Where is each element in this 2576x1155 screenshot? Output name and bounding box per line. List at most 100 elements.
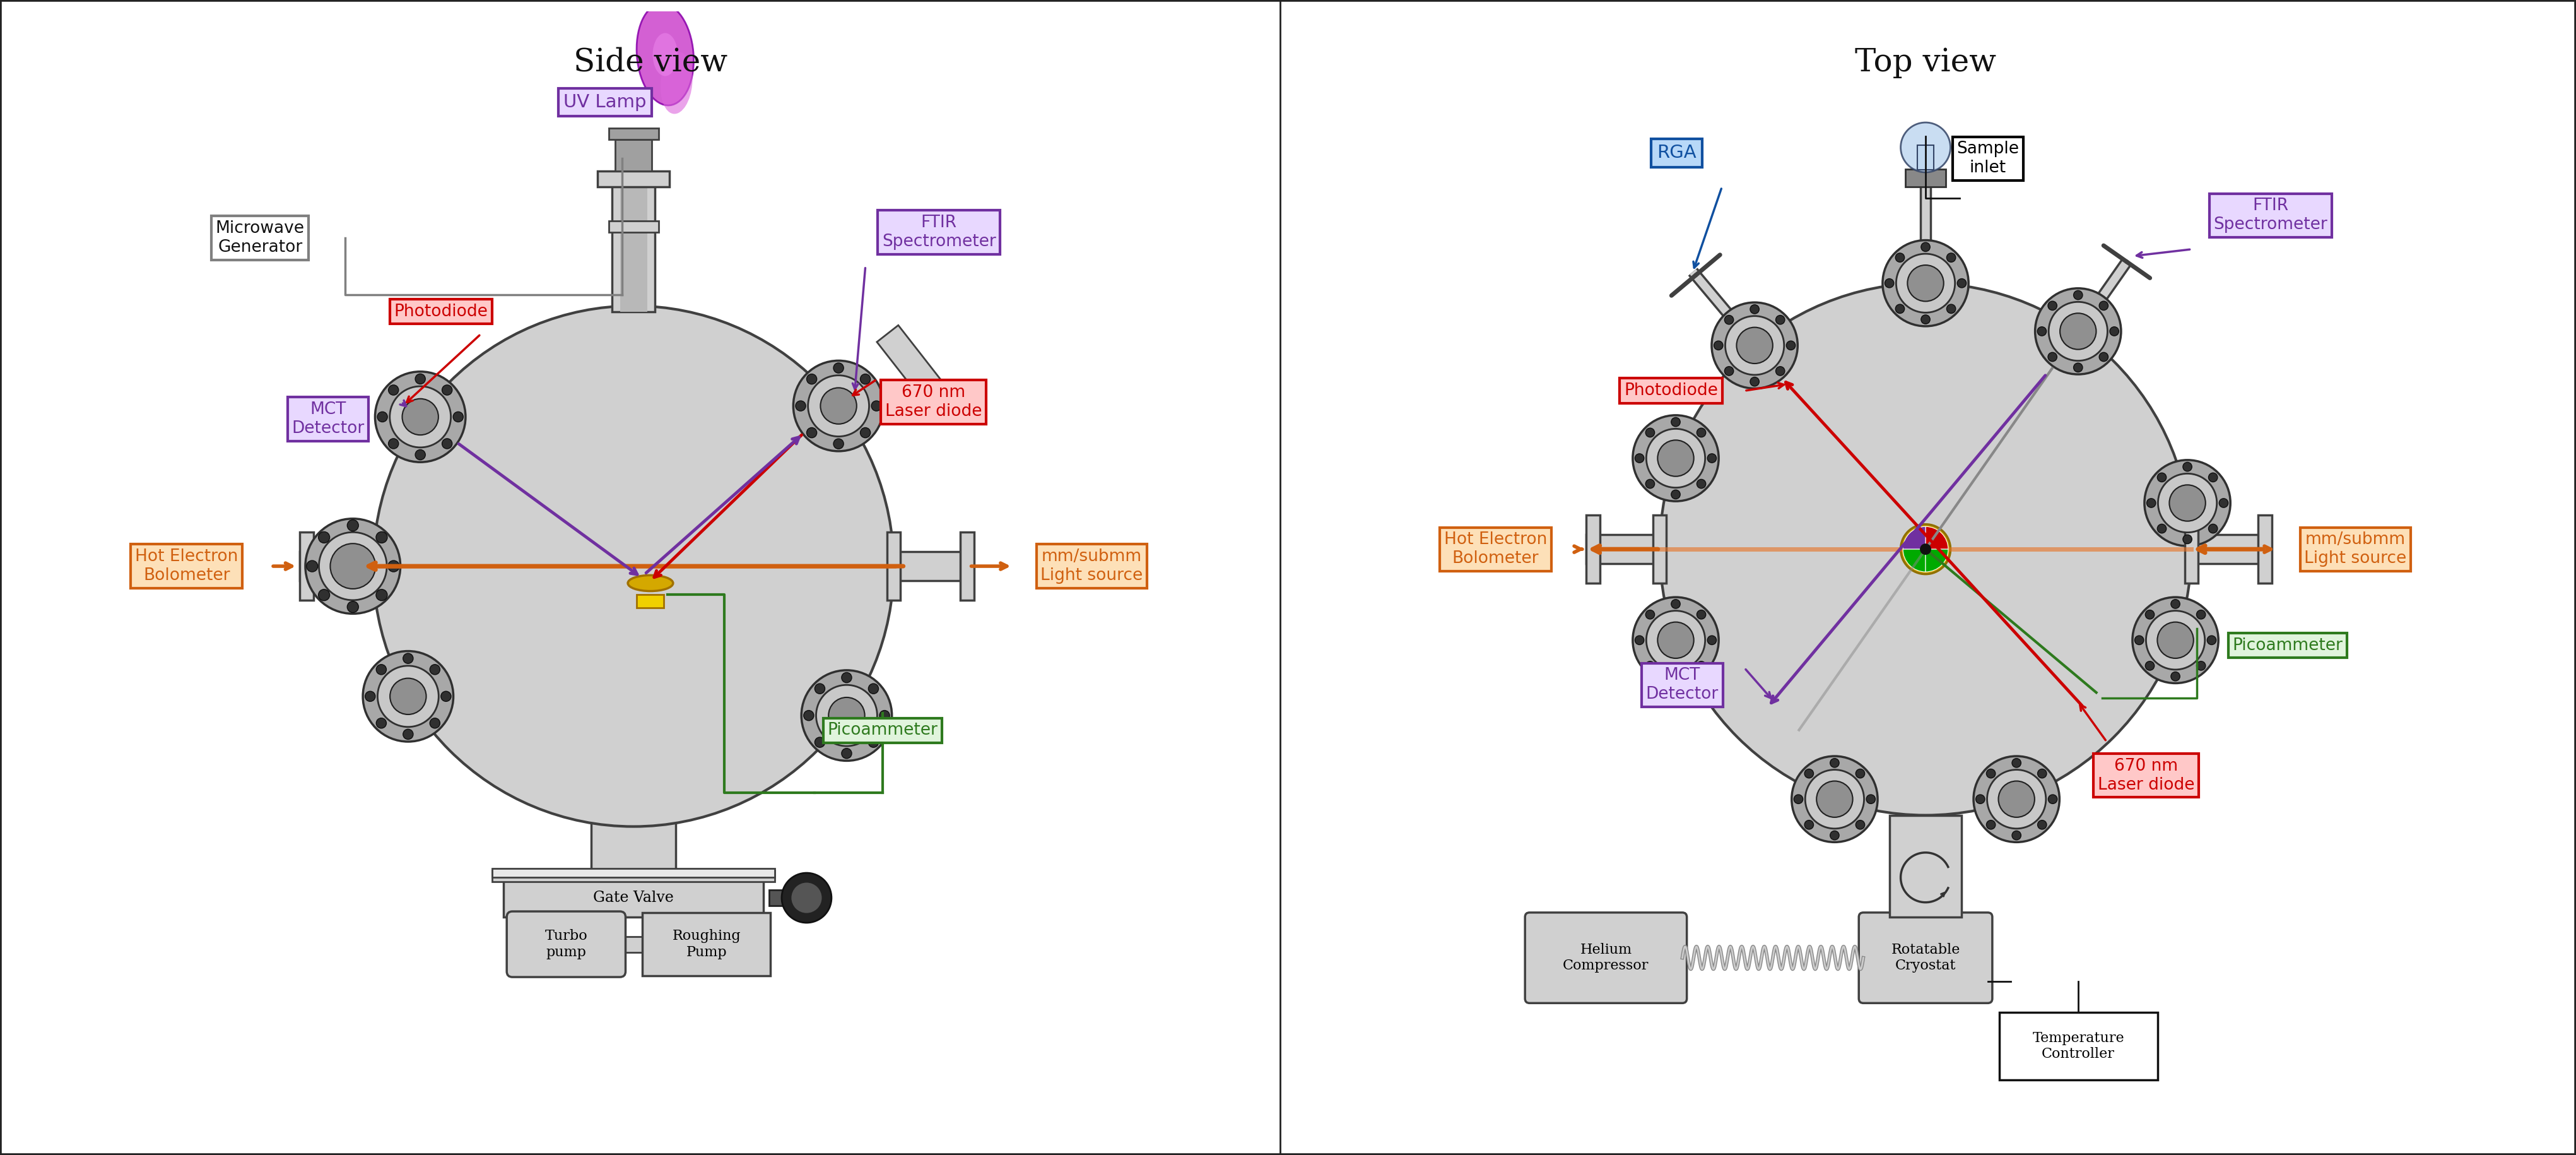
Circle shape — [2143, 460, 2231, 546]
Circle shape — [2208, 524, 2218, 534]
Circle shape — [2156, 472, 2166, 482]
Circle shape — [1901, 122, 1950, 172]
Circle shape — [1958, 278, 1965, 288]
FancyBboxPatch shape — [1860, 912, 1991, 1003]
Text: Side view: Side view — [574, 47, 726, 79]
Circle shape — [1672, 490, 1680, 499]
Circle shape — [1672, 599, 1680, 609]
Bar — [961, 532, 974, 601]
Circle shape — [389, 385, 399, 395]
Text: Picoammeter: Picoammeter — [2233, 638, 2342, 654]
Circle shape — [319, 531, 330, 543]
Circle shape — [2038, 820, 2045, 829]
Circle shape — [2012, 759, 2022, 767]
Circle shape — [1829, 759, 1839, 767]
Circle shape — [1906, 266, 1945, 301]
Circle shape — [402, 729, 412, 739]
Circle shape — [1986, 769, 2045, 828]
Circle shape — [796, 401, 806, 411]
Circle shape — [842, 672, 853, 683]
Circle shape — [2099, 301, 2107, 311]
Bar — [1587, 515, 1600, 583]
Circle shape — [1646, 429, 1654, 437]
Bar — [1906, 169, 1945, 187]
Circle shape — [430, 664, 440, 675]
Circle shape — [1698, 429, 1705, 437]
Circle shape — [2048, 795, 2058, 804]
Ellipse shape — [659, 52, 693, 114]
Circle shape — [1656, 440, 1695, 476]
Text: Roughing
Pump: Roughing Pump — [672, 930, 742, 959]
Text: Top view: Top view — [1855, 47, 1996, 79]
Circle shape — [871, 401, 881, 411]
Circle shape — [2074, 363, 2081, 372]
Circle shape — [1749, 305, 1759, 314]
Bar — [492, 869, 775, 878]
Circle shape — [868, 684, 878, 694]
Text: Hot Electron
Bolometer: Hot Electron Bolometer — [1445, 531, 1548, 567]
Circle shape — [1636, 454, 1643, 463]
Circle shape — [1986, 769, 1996, 778]
Circle shape — [2197, 662, 2205, 670]
Circle shape — [1865, 795, 1875, 804]
Circle shape — [402, 398, 438, 435]
Bar — [1999, 1012, 2159, 1080]
Circle shape — [835, 439, 842, 449]
Circle shape — [2156, 524, 2166, 534]
Circle shape — [1922, 243, 1929, 252]
Circle shape — [443, 439, 453, 449]
Circle shape — [868, 737, 878, 747]
Circle shape — [1855, 820, 1865, 829]
Circle shape — [2208, 472, 2218, 482]
Text: Photodiode: Photodiode — [394, 304, 487, 320]
Circle shape — [2208, 635, 2215, 644]
Circle shape — [2074, 291, 2081, 299]
Circle shape — [2218, 499, 2228, 507]
Circle shape — [842, 748, 853, 759]
Bar — [886, 532, 902, 601]
Ellipse shape — [652, 33, 677, 76]
Circle shape — [817, 685, 878, 746]
Circle shape — [389, 386, 451, 447]
Circle shape — [2110, 327, 2120, 336]
Circle shape — [443, 385, 453, 395]
Circle shape — [1736, 327, 1772, 364]
Bar — [2259, 515, 2272, 583]
Circle shape — [2146, 610, 2154, 619]
Circle shape — [1785, 341, 1795, 350]
Text: Turbo
pump: Turbo pump — [544, 930, 587, 959]
Text: Sample
inlet: Sample inlet — [1958, 141, 2020, 177]
Circle shape — [1708, 635, 1716, 644]
Circle shape — [366, 691, 376, 701]
Circle shape — [307, 519, 399, 613]
Circle shape — [2048, 301, 2107, 360]
Bar — [608, 221, 659, 232]
Circle shape — [379, 665, 438, 726]
Circle shape — [1672, 672, 1680, 681]
Circle shape — [2099, 352, 2107, 362]
Circle shape — [814, 684, 824, 694]
Circle shape — [1646, 662, 1654, 670]
Bar — [2184, 515, 2197, 583]
Circle shape — [402, 654, 412, 663]
Text: RGA: RGA — [1656, 144, 1698, 162]
Bar — [1654, 515, 1667, 583]
Circle shape — [2146, 662, 2154, 670]
FancyBboxPatch shape — [1525, 912, 1687, 1003]
Text: UV Lamp: UV Lamp — [564, 94, 647, 111]
Circle shape — [1749, 378, 1759, 386]
FancyBboxPatch shape — [507, 911, 626, 977]
Text: Temperature
Controller: Temperature Controller — [2032, 1031, 2125, 1061]
Circle shape — [804, 710, 814, 721]
Wedge shape — [1927, 527, 1947, 549]
Bar — [492, 871, 775, 882]
Text: Helium
Compressor: Helium Compressor — [1564, 942, 1649, 973]
Text: Photodiode: Photodiode — [1623, 382, 1718, 398]
Text: Gate Valve: Gate Valve — [592, 891, 675, 906]
Bar — [608, 128, 659, 140]
Bar — [876, 326, 940, 395]
Circle shape — [806, 374, 817, 385]
Circle shape — [814, 737, 824, 747]
Circle shape — [389, 439, 399, 449]
Circle shape — [2061, 313, 2097, 350]
